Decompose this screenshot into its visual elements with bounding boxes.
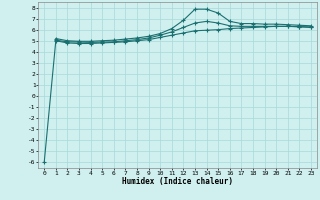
- X-axis label: Humidex (Indice chaleur): Humidex (Indice chaleur): [122, 177, 233, 186]
